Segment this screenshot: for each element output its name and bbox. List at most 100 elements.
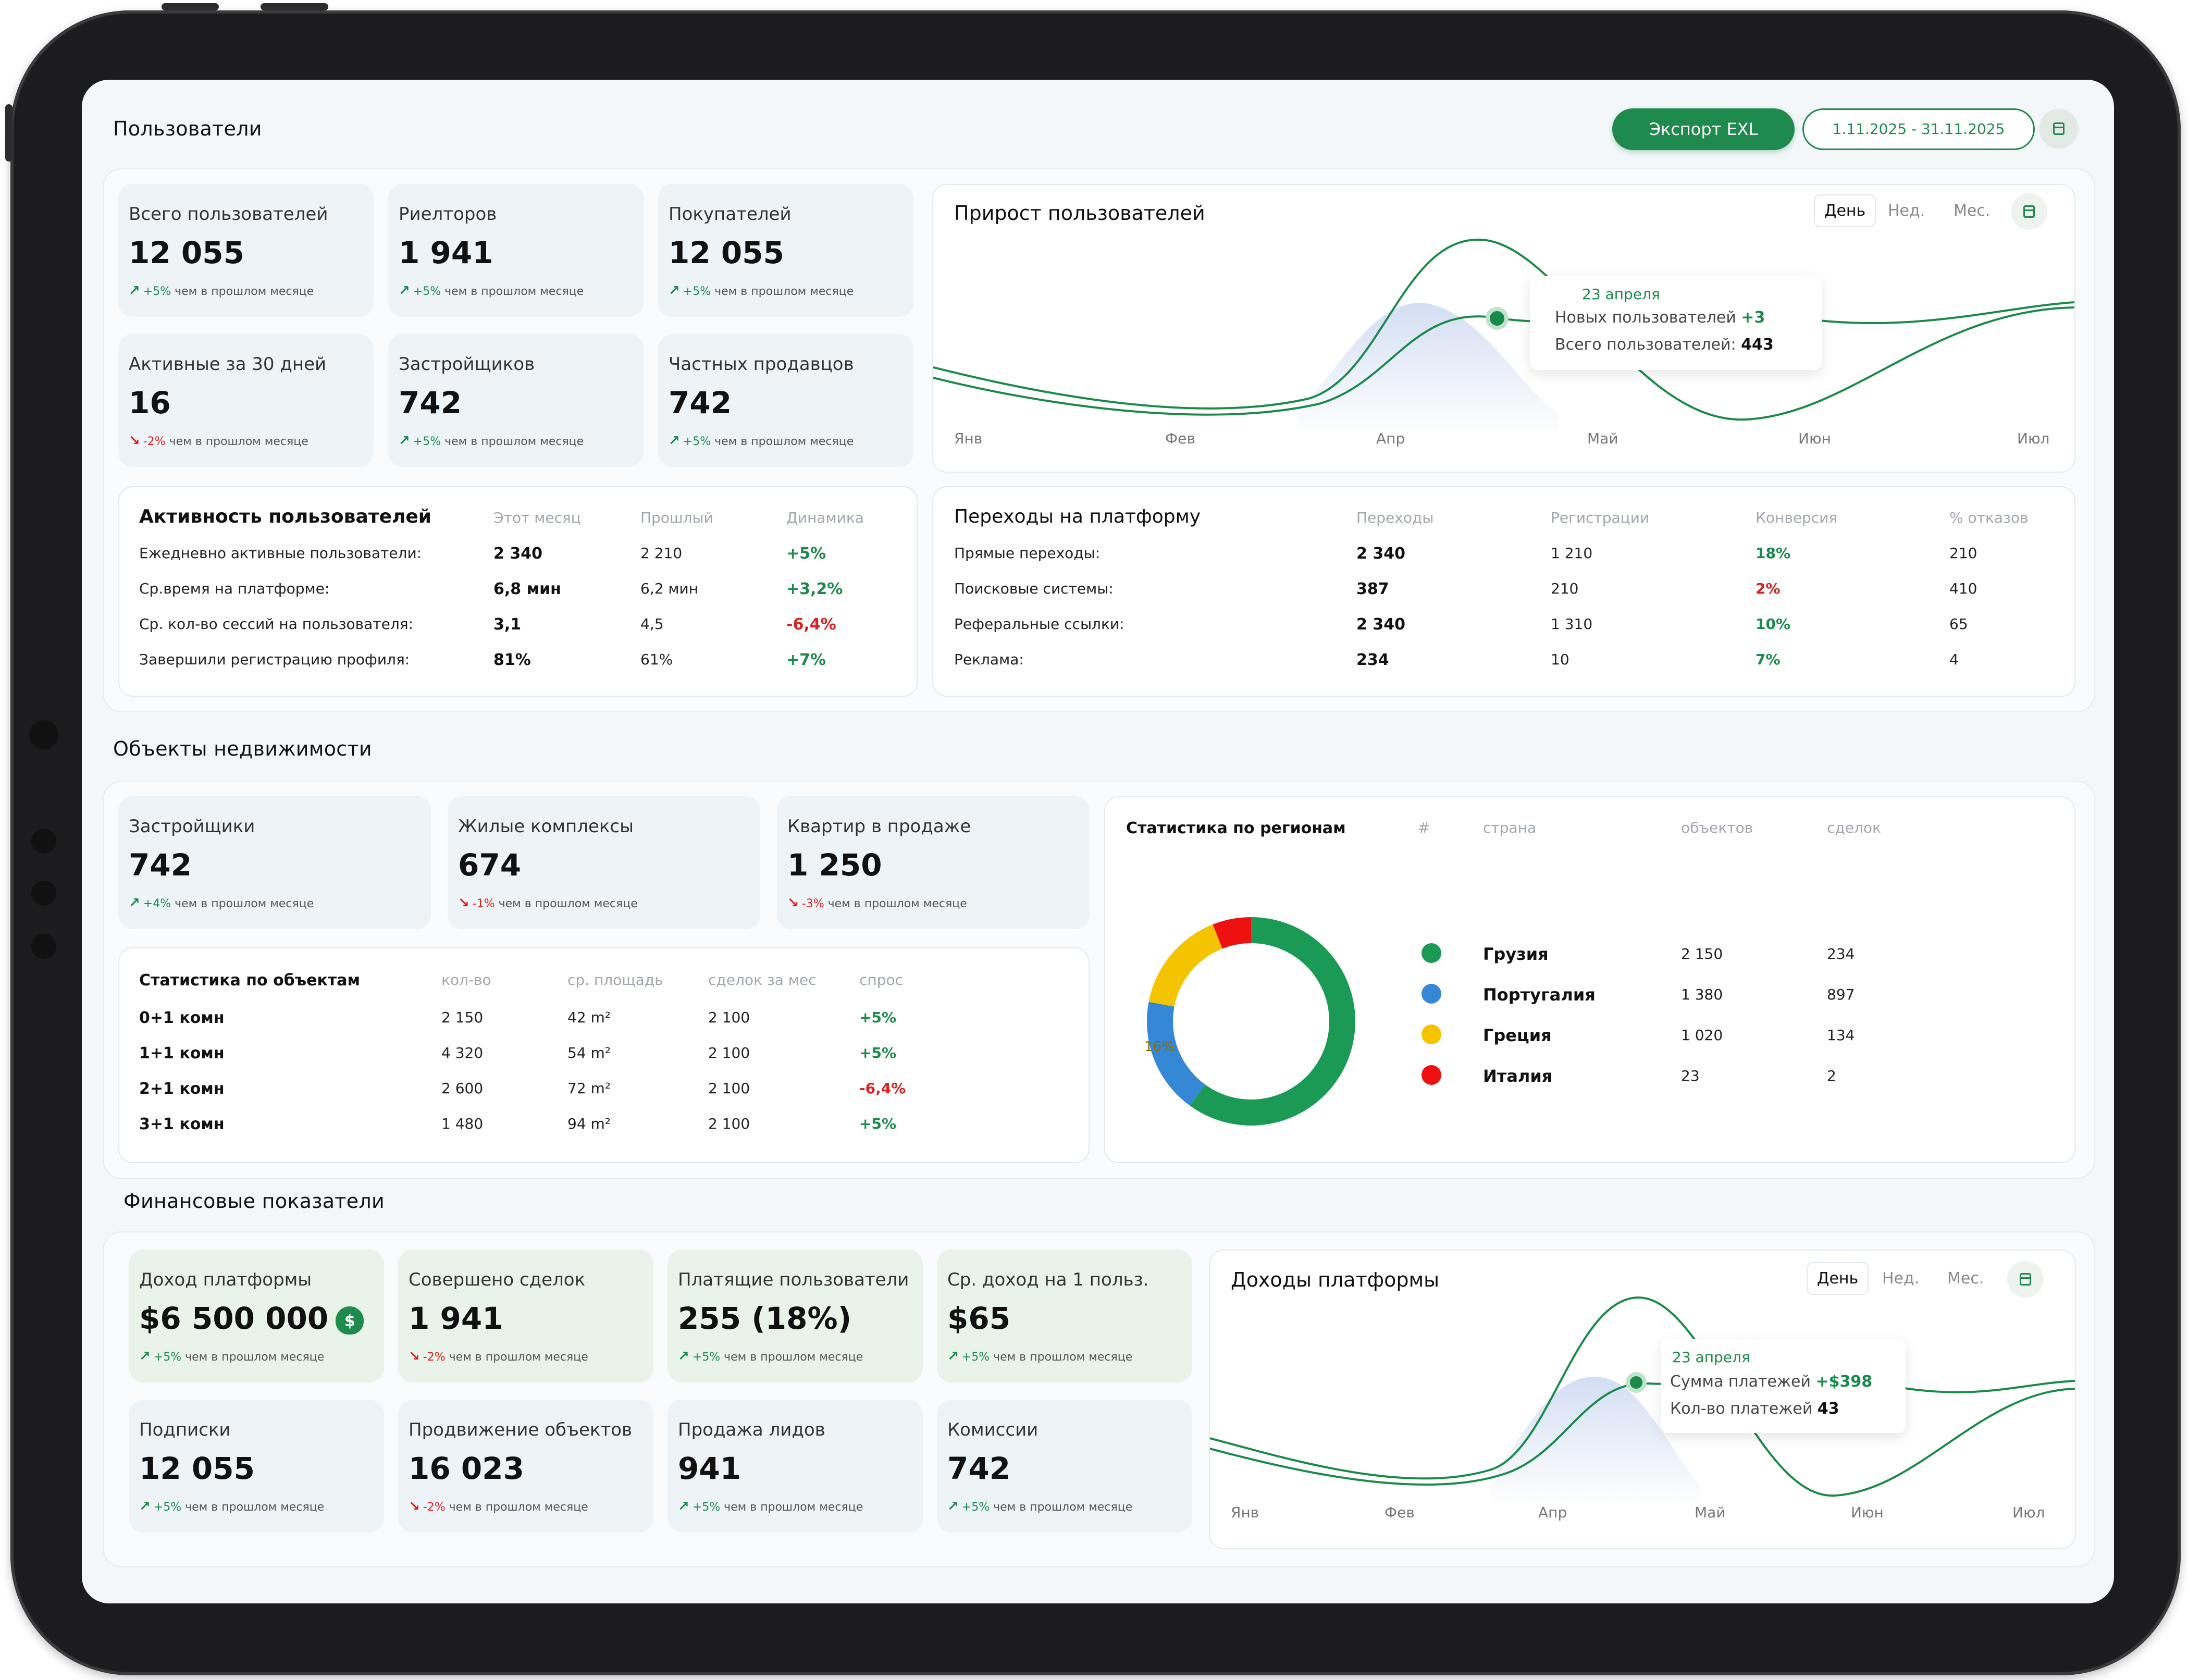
sensor-dot [31, 829, 56, 854]
calendar-icon [2053, 122, 2065, 135]
trend-up-icon: ↗ [399, 433, 410, 449]
traffic-row-regs: 1 210 [1551, 545, 1593, 562]
date-range-button[interactable]: 1.11.2025 - 31.11.2025 [1802, 108, 2035, 150]
stat-label: Продвижение объектов [409, 1419, 633, 1440]
stat-label: Продажа лидов [678, 1419, 825, 1440]
objects-row-area: 72 m² [567, 1080, 611, 1097]
income-series-line-1 [1210, 1296, 2075, 1497]
month-label: Июл [2012, 1504, 2045, 1521]
donut-slice[interactable] [1190, 917, 1355, 1126]
activity-row-label: Ср. кол-во сессий на пользователя: [139, 615, 413, 633]
stat-value-text: 12 055 [669, 235, 784, 270]
tab-day[interactable]: День [1814, 194, 1876, 227]
tooltip-row-2-label: Кол-во платежей [1670, 1400, 1813, 1418]
stat-change-suffix: чем в прошлом месяце [498, 897, 638, 910]
tab-month[interactable]: Мес. [1954, 202, 1991, 220]
activity-row-label: Ежедневно активные пользователи: [139, 545, 422, 562]
tab-month[interactable]: Мес. [1947, 1269, 1984, 1288]
growth-marker[interactable] [1486, 307, 1509, 330]
stat-card: Жилые комплексы 674 ↘ -1% чем в прошлом мес… [448, 796, 760, 929]
stat-change-suffix: чем в прошлом месяце [714, 435, 854, 448]
stat-change-percent: -1% [472, 897, 495, 910]
stat-value-text: 1 250 [787, 847, 882, 883]
chart-calendar-button[interactable] [2007, 1261, 2044, 1298]
stat-value: 12 055 [669, 235, 784, 270]
region-deals: 134 [1827, 1027, 1855, 1044]
traffic-row-bounce: 410 [1949, 580, 1977, 597]
objects-row-label: 0+1 комн [139, 1009, 225, 1027]
regions-title: Статистика по регионам [1126, 819, 1346, 837]
month-label: Фев [1385, 1504, 1415, 1521]
export-button[interactable]: Экспорт EXL [1612, 108, 1795, 150]
stat-change-suffix: чем в прошлом месяце [444, 435, 584, 448]
traffic-row-visits: 387 [1356, 580, 1389, 598]
camera-dot [29, 720, 58, 749]
trend-up-icon: ↗ [399, 283, 410, 299]
month-label: Май [1587, 430, 1618, 447]
stat-change-suffix: чем в прошлом месяце [185, 1501, 325, 1514]
donut-slice[interactable] [1147, 1002, 1205, 1106]
tab-week[interactable]: Нед. [1882, 1269, 1920, 1288]
stat-change: ↗ +5% чем в прошлом месяце [947, 1349, 1132, 1364]
region-country: Греция [1483, 1026, 1552, 1045]
calendar-button[interactable] [2039, 109, 2079, 149]
stat-value-text: 12 055 [139, 1451, 255, 1486]
stat-change: ↗ +5% чем в прошлом месяце [678, 1349, 863, 1364]
traffic-row-label: Поисковые системы: [954, 580, 1114, 597]
stat-value: 674 [458, 847, 521, 883]
region-objects: 1 020 [1681, 1027, 1723, 1044]
trend-down-icon: ↘ [787, 895, 799, 911]
tab-week[interactable]: Нед. [1888, 202, 1925, 220]
month-label: Апр [1538, 1504, 1567, 1521]
stat-label: Подписки [139, 1419, 231, 1440]
traffic-row-regs: 210 [1551, 580, 1579, 597]
region-deals: 897 [1827, 986, 1855, 1003]
stat-change-suffix: чем в прошлом месяце [175, 897, 314, 910]
month-label: Май [1695, 1504, 1726, 1521]
regions-header: сделок [1827, 819, 1881, 836]
stat-value-text: 12 055 [129, 235, 244, 270]
stat-change-suffix: чем в прошлом месяце [827, 897, 967, 910]
chart-calendar-button[interactable] [2011, 193, 2047, 230]
objects-row-deals: 2 100 [708, 1080, 750, 1097]
stat-change: ↗ +5% чем в прошлом месяце [399, 283, 584, 299]
stat-change-percent: +5% [692, 1501, 721, 1514]
donut-slice[interactable] [1148, 924, 1222, 1007]
donut-slice[interactable] [1213, 917, 1251, 949]
objects-row-area: 94 m² [567, 1115, 611, 1132]
activity-row-delta: +3,2% [786, 580, 843, 598]
tooltip-date: 23 апреля [1672, 1349, 1750, 1366]
activity-row-current: 3,1 [493, 615, 522, 634]
stat-change: ↗ +4% чем в прошлом месяце [129, 895, 314, 911]
traffic-row-bounce: 65 [1949, 615, 1968, 633]
stat-value: 1 941 [409, 1301, 503, 1336]
trend-up-icon: ↗ [129, 895, 140, 911]
legend-dot [1421, 943, 1441, 963]
stat-change: ↗ +5% чем в прошлом месяце [129, 283, 314, 299]
stat-change-percent: +5% [153, 1501, 182, 1514]
trend-up-icon: ↗ [139, 1499, 151, 1514]
stat-change-percent: +5% [683, 285, 711, 298]
stat-card: Всего пользователей 12 055 ↗ +5% чем в прош… [118, 184, 374, 317]
traffic-row-conv: 18% [1756, 545, 1791, 562]
stat-change-suffix: чем в прошлом месяце [185, 1351, 325, 1364]
tab-day[interactable]: День [1807, 1262, 1869, 1295]
stat-value-text: 255 (18%) [678, 1301, 852, 1336]
section-title-users: Пользователи [113, 117, 262, 140]
stat-change-percent: +5% [413, 285, 441, 298]
stat-change: ↗ +5% чем в прошлом месяце [678, 1499, 863, 1514]
stat-change-suffix: чем в прошлом месяце [714, 285, 854, 298]
objects-row-label: 3+1 комн [139, 1115, 225, 1133]
traffic-header: Регистрации [1551, 509, 1650, 526]
trend-down-icon: ↘ [409, 1349, 420, 1364]
stat-change-percent: +5% [683, 435, 711, 448]
objects-header: спрос [859, 971, 903, 989]
income-chart-title: Доходы платформы [1231, 1268, 1440, 1291]
stat-change-percent: -2% [423, 1501, 446, 1514]
stat-label: Покупателей [669, 204, 792, 225]
income-marker[interactable] [1626, 1372, 1647, 1393]
activity-title: Активность пользователей [139, 506, 432, 527]
tooltip-row-2-value: 443 [1741, 336, 1774, 354]
stat-label: Платящие пользователи [678, 1269, 909, 1290]
trend-up-icon: ↗ [129, 283, 140, 299]
